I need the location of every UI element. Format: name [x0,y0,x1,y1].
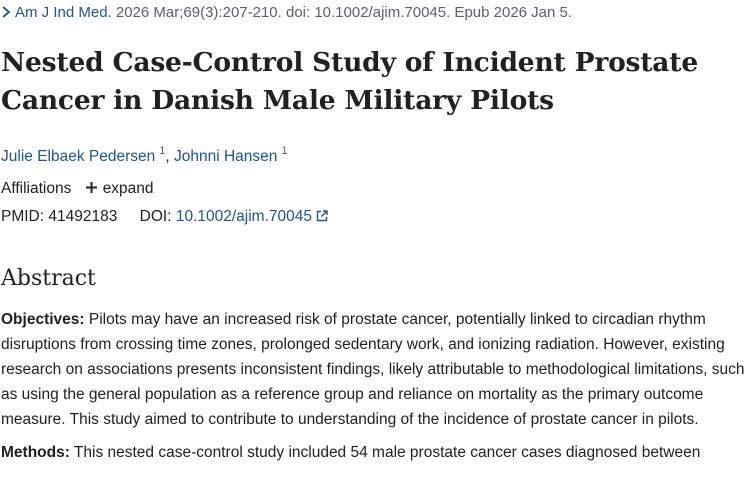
chevron-right-icon[interactable] [1,3,15,23]
plus-icon [85,178,97,200]
objectives-text: Pilots may have an increased risk of pro… [1,311,745,428]
pmid-label: PMID: [1,208,45,225]
doi-link[interactable]: 10.1002/ajim.70045 [176,208,328,225]
methods-paragraph: Methods: This nested case-control study … [1,440,749,465]
affiliation-marker[interactable]: 1 [281,145,288,157]
objectives-label: Objectives: [1,311,85,328]
objectives-paragraph: Objectives: Pilots may have an increased… [1,307,749,432]
author-link[interactable]: Johnni Hansen [174,148,278,166]
expand-label: expand [102,180,154,197]
expand-affiliations-button[interactable]: expand [85,178,154,200]
affiliations-row: Affiliations expand [1,178,154,200]
journal-link[interactable]: Am J Ind Med. [15,4,112,21]
methods-label: Methods: [1,444,70,461]
citation-details: 2026 Mar;69(3):207-210. doi: 10.1002/aji… [115,4,573,21]
abstract-heading: Abstract [1,266,96,291]
affiliation-marker[interactable]: 1 [159,145,166,157]
doi-label: DOI: [139,208,172,225]
author-separator: , [165,148,174,166]
identifiers-row: PMID: 41492183 DOI: 10.1002/ajim.70045 [1,206,328,229]
author-link[interactable]: Julie Elbaek Pedersen [1,148,156,166]
doi-value: 10.1002/ajim.70045 [175,208,313,225]
author-list: Julie Elbaek Pedersen 1, Johnni Hansen 1 [1,141,288,168]
abstract-body: Objectives: Pilots may have an increased… [1,307,749,473]
external-link-icon [316,207,328,229]
methods-text: This nested case-control study included … [73,444,701,461]
citation-line: Am J Ind Med. 2026 Mar;69(3):207-210. do… [1,3,572,23]
pmid-value: 41492183 [48,208,118,225]
affiliations-label: Affiliations [1,180,72,197]
article-title: Nested Case-Control Study of Incident Pr… [1,47,698,116]
